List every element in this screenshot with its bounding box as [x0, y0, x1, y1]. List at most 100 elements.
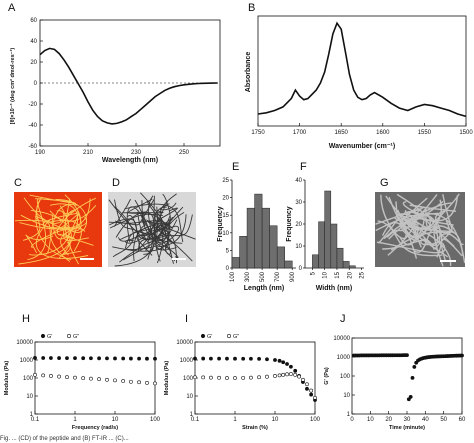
chart-a-xtick-label: 230 — [131, 150, 142, 156]
chart-h-ytick-label: 10 — [26, 394, 33, 400]
figure-caption: Fig. ... (CD) of the peptide and (B) FT-… — [0, 436, 129, 442]
scale-bar-g — [440, 260, 456, 262]
chart-e-xtick-label: 500 — [260, 271, 266, 282]
micrograph-g-fiber — [386, 193, 438, 238]
chart-h-point — [73, 356, 77, 361]
panel-letter-c: C — [14, 177, 22, 189]
chart-f-xtick-label: 15 — [335, 271, 341, 278]
micrograph-c-fiber — [30, 227, 86, 248]
micrograph-c-fiber — [27, 198, 47, 261]
chart-i-point — [277, 358, 282, 363]
micrograph-g-fiber — [434, 209, 447, 258]
chart-e-xtick-label: 700 — [275, 271, 281, 282]
chart-h-point — [145, 380, 149, 385]
chart-e-ytick-label: 20 — [222, 196, 229, 202]
micrograph-g-fiber — [390, 219, 451, 251]
chart-e-bar — [246, 207, 255, 269]
chart-i-point — [265, 357, 269, 362]
chart-h-ytick-label: 1 — [30, 412, 34, 418]
chart-j-ytick-label: 1000 — [337, 355, 351, 361]
chart-b-ylabel: Absorbance — [245, 52, 252, 93]
micrograph-g-fiber — [396, 195, 459, 222]
chart-i-point — [265, 374, 269, 379]
panel-letter-i: I — [185, 313, 188, 325]
chart-a-ytick-label: 0 — [34, 81, 38, 87]
chart-h-frame — [34, 341, 156, 415]
micrograph-g-fiber — [380, 194, 407, 240]
micrograph-d-fiber — [124, 224, 171, 249]
chart-e-xtick-label: 100 — [230, 271, 236, 282]
chart-e-xtick-label: 300 — [245, 271, 251, 282]
chart-h-point — [121, 356, 126, 361]
chart-f-xlabel: Width (nm) — [316, 285, 352, 292]
chart-i-point — [289, 364, 293, 369]
chart-j-ytick-label: 100 — [340, 374, 351, 380]
chart-j-ylabel: G' (Pa) — [324, 367, 330, 385]
micrograph-d-fiber — [109, 213, 174, 264]
panel-letter-h: H — [22, 313, 30, 325]
chart-a-xtick-label: 190 — [35, 150, 46, 156]
chart-h-legend-label: G' — [47, 334, 52, 340]
chart-h-ylabel: Modulus (Pa) — [4, 361, 10, 396]
chart-h-point — [65, 356, 69, 361]
chart-e: 0 5 10 15 20 25 100 300 500 700 900 Length (nm) Fr… — [217, 178, 296, 292]
chart-f-bar — [312, 254, 319, 269]
micrograph-c-fiber — [49, 203, 78, 259]
chart-f-xtick-label: 20 — [347, 271, 353, 278]
micrograph-d-fiber — [153, 195, 178, 243]
chart-j-ytick-label: 10000 — [333, 336, 350, 342]
micrograph-d-fiber — [108, 198, 155, 226]
chart-b-xtick-label: 1700 — [293, 130, 307, 136]
chart-j-xtick-label: 40 — [422, 417, 429, 423]
chart-h-point — [73, 375, 77, 380]
chart-h-point — [97, 377, 101, 382]
chart-f-bar — [330, 223, 338, 269]
chart-h-point — [113, 356, 117, 361]
chart-h-point — [113, 378, 117, 383]
scale-bar-c — [80, 258, 94, 260]
chart-i-point — [293, 372, 298, 377]
chart-b-xtick-label: 1600 — [376, 130, 390, 136]
micrograph-g-fiber — [381, 221, 417, 259]
micrograph-c-fiber — [36, 218, 89, 259]
micrograph-c-fiber — [14, 219, 71, 262]
chart-a-series-line — [39, 47, 218, 125]
chart-j-xlabel: Time (minute) — [389, 425, 425, 431]
micrograph-c-fiber — [29, 194, 76, 204]
chart-e-xlabel: Length (nm) — [244, 285, 284, 292]
micrograph-g-fiber — [403, 200, 444, 227]
chart-h-xtick-label: 1 — [73, 417, 77, 423]
chart-h-xlabel: Frequency (rad/s) — [72, 425, 118, 431]
chart-i-point — [277, 373, 282, 378]
chart-h-legend-marker — [67, 333, 72, 338]
chart-i-xtick-label: 10 — [272, 417, 279, 423]
chart-e-xtick-label: 900 — [290, 271, 296, 282]
chart-a-ytick-label: -40 — [28, 123, 37, 129]
micrograph-g-fiber — [377, 220, 443, 257]
chart-f-ytick-label: 0 — [299, 266, 303, 272]
chart-h-point — [49, 356, 53, 360]
panel-letter-e: E — [232, 161, 239, 173]
chart-j-xtick-label: 10 — [367, 417, 374, 423]
chart-f-ytick-label: 40 — [295, 178, 302, 184]
chart-h-point — [153, 356, 157, 361]
chart-i-point — [225, 376, 229, 380]
chart-h-xtick-label: 0.1 — [31, 417, 40, 423]
chart-e-ytick-label: 25 — [222, 178, 229, 184]
micrograph-c-fiber — [48, 219, 82, 252]
chart-f: 0 10 20 30 40 5 10 15 20 25 Width (nm) Frequency — [286, 178, 366, 292]
chart-f-bar — [336, 247, 344, 269]
micrograph-c-fiber — [25, 234, 54, 254]
chart-h-ytick-label: 10000 — [16, 340, 33, 346]
micrograph-g-fiber — [420, 238, 441, 250]
chart-i-point — [233, 356, 237, 361]
chart-f-bar — [318, 221, 325, 269]
chart-i-point — [201, 356, 206, 361]
chart-i-point — [241, 375, 246, 380]
chart-i-ytick-label: 100 — [183, 376, 194, 382]
chart-i-point — [309, 388, 314, 393]
chart-i-point — [281, 360, 286, 365]
chart-e-ylabel: Frequency — [217, 206, 224, 242]
chart-e-bar — [254, 193, 263, 269]
